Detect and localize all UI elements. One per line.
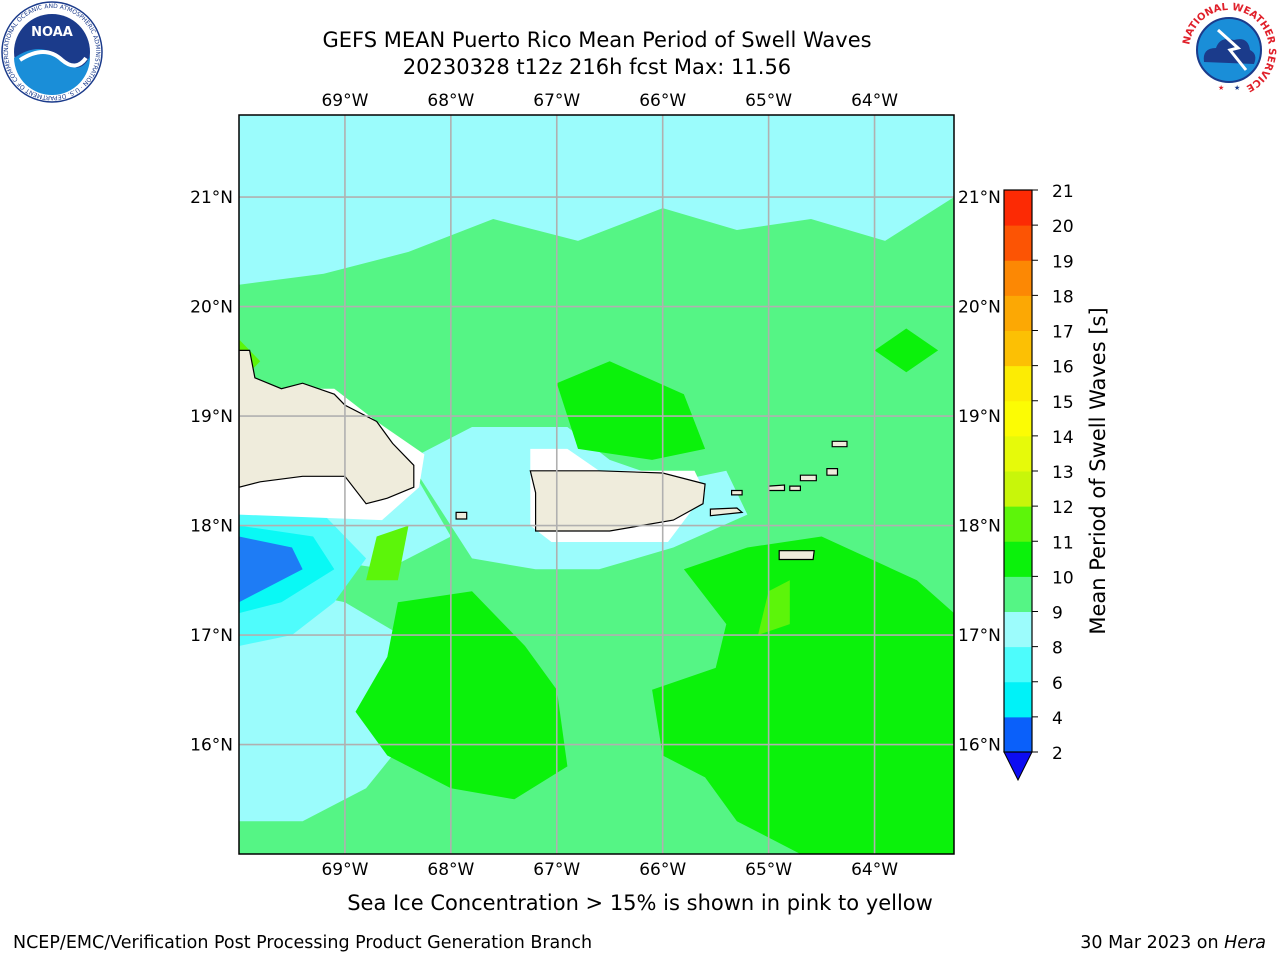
lon-tick-label-top: 69°W <box>321 91 368 111</box>
lat-tick-label-right: 17°N <box>958 626 1001 646</box>
contour-light-green-1 <box>366 525 409 581</box>
colorbar-label: Mean Period of Swell Waves [s] <box>1086 307 1110 634</box>
colorbar-bin <box>1004 716 1032 753</box>
lon-tick-label-top: 68°W <box>427 91 474 111</box>
land-virgin-gorda <box>826 468 839 476</box>
colorbar-tick-label: 19 <box>1052 252 1074 272</box>
lon-tick-label-top: 64°W <box>851 91 898 111</box>
colorbar-tick-label: 20 <box>1052 217 1074 237</box>
lat-tick-label-left: 17°N <box>190 626 233 646</box>
lat-tick-label-right: 16°N <box>958 736 1001 756</box>
colorbar-tick-label: 17 <box>1052 323 1074 343</box>
colorbar-tick-label: 14 <box>1052 428 1074 448</box>
colorbar-tick-label: 6 <box>1052 674 1063 694</box>
lat-tick-label-left: 18°N <box>190 517 233 537</box>
lat-tick-label-left: 19°N <box>190 407 233 427</box>
colorbar-bin <box>1004 225 1032 261</box>
colorbar-bin <box>1004 646 1032 683</box>
colorbar-bin <box>1004 330 1032 367</box>
contour-light-green-2 <box>758 580 790 635</box>
lon-tick-label-top: 67°W <box>533 91 580 111</box>
lon-tick-label-bottom: 67°W <box>533 860 580 880</box>
noaa-logo: NATIONAL OCEANIC AND ATMOSPHERIC ADMINIS… <box>0 0 103 103</box>
contour-south-west-cyan <box>239 580 420 822</box>
chart-title: GEFS MEAN Puerto Rico Mean Period of Swe… <box>322 28 872 52</box>
land-st-croix <box>778 550 815 561</box>
lon-tick-label-bottom: 66°W <box>639 860 686 880</box>
map-axis-ticks: 69°W 69°W 68°W 68°W 67°W 67°W 66°W 66°W 65°W 65°W… <box>190 91 1001 880</box>
lat-tick-label-left: 21°N <box>190 188 233 208</box>
land-vieques <box>709 507 744 517</box>
land-culebra <box>730 489 743 496</box>
map-gridlines <box>239 115 954 854</box>
colorbar-tick-label: 2 <box>1052 744 1063 764</box>
lat-tick-label-right: 21°N <box>958 188 1001 208</box>
colorbar-bin <box>1004 295 1032 331</box>
land-st-john <box>789 485 802 492</box>
colorbar-tick-label: 11 <box>1052 533 1074 553</box>
lon-tick-label-bottom: 64°W <box>851 860 898 880</box>
colorbar-bin <box>1004 260 1032 296</box>
chart-subtitle: 20230328 t12z 216h fcst Max: 11.56 <box>402 55 792 79</box>
lat-tick-label-right: 18°N <box>958 517 1001 537</box>
colorbar-bin <box>1004 506 1032 542</box>
footer-host: Hera <box>1224 933 1266 953</box>
contour-north-band <box>239 115 954 285</box>
land-st-thomas <box>767 484 786 492</box>
lat-tick-label-right: 19°N <box>958 407 1001 427</box>
colorbar-tick-label: 10 <box>1052 568 1074 588</box>
lon-tick-label-top: 65°W <box>745 91 792 111</box>
svg-text:★: ★ <box>1234 84 1240 92</box>
colorbar-bin <box>1004 611 1032 648</box>
colorbar-bin <box>1004 576 1032 612</box>
land-mona <box>455 511 468 520</box>
colorbar-bin <box>1004 400 1032 437</box>
contour-south-green-west <box>355 591 568 800</box>
colorbar-bin <box>1004 435 1032 472</box>
colorbar-bin <box>1004 471 1032 507</box>
lat-tick-label-right: 20°N <box>958 298 1001 318</box>
colorbar-bin <box>1004 365 1032 402</box>
footer-credit: NCEP/EMC/Verification Post Processing Pr… <box>13 933 593 953</box>
contour-south-green-east <box>652 536 954 854</box>
land-tortola <box>799 474 817 482</box>
contour-south-west-blue <box>239 536 303 603</box>
land-anegada <box>831 440 848 448</box>
colorbar: 2 4 6 8 9 10 11 12 13 14 15 16 17 18 19 20 21 <box>1003 182 1074 782</box>
lon-tick-label-bottom: 65°W <box>745 860 792 880</box>
lon-tick-label-bottom: 69°W <box>321 860 368 880</box>
colorbar-tick-label: 4 <box>1052 709 1063 729</box>
noaa-text: NOAA <box>31 25 73 40</box>
coastline-layer <box>239 349 848 561</box>
svg-text:★: ★ <box>1218 84 1224 92</box>
sea-ice-footnote: Sea Ice Concentration > 15% is shown in … <box>347 891 933 915</box>
lon-tick-label-bottom: 68°W <box>427 860 474 880</box>
colorbar-bin <box>1004 541 1032 577</box>
colorbar-tick-label: 16 <box>1052 358 1074 378</box>
lat-tick-label-left: 20°N <box>190 298 233 318</box>
colorbar-bin <box>1004 190 1032 226</box>
colorbar-tick-label: 21 <box>1052 182 1074 202</box>
colorbar-tick-label: 13 <box>1052 463 1074 483</box>
footer-date-text: 30 Mar 2023 on <box>1080 933 1219 953</box>
map-frame <box>238 114 955 855</box>
colorbar-tick-label: 15 <box>1052 393 1074 413</box>
lat-tick-label-left: 16°N <box>190 736 233 756</box>
nws-logo: NATIONAL WEATHER SERVICE ★ ★ <box>1181 2 1277 98</box>
contour-east-green-patch <box>874 328 939 373</box>
land-puerto-rico <box>529 470 706 532</box>
colorbar-tick-label: 8 <box>1052 639 1063 659</box>
land-hispaniola <box>239 349 415 505</box>
footer-date: 30 Mar 2023 on Hera <box>1080 932 1266 954</box>
colorbar-tick-label: 12 <box>1052 498 1074 518</box>
colorbar-tick-label: 18 <box>1052 287 1074 307</box>
colorbar-tick-label: 9 <box>1052 604 1063 624</box>
lon-tick-label-top: 66°W <box>639 91 686 111</box>
contour-north-pr-green <box>556 361 706 460</box>
colorbar-bin <box>1004 681 1032 718</box>
colorbar-extend-triangle <box>1003 751 1033 782</box>
